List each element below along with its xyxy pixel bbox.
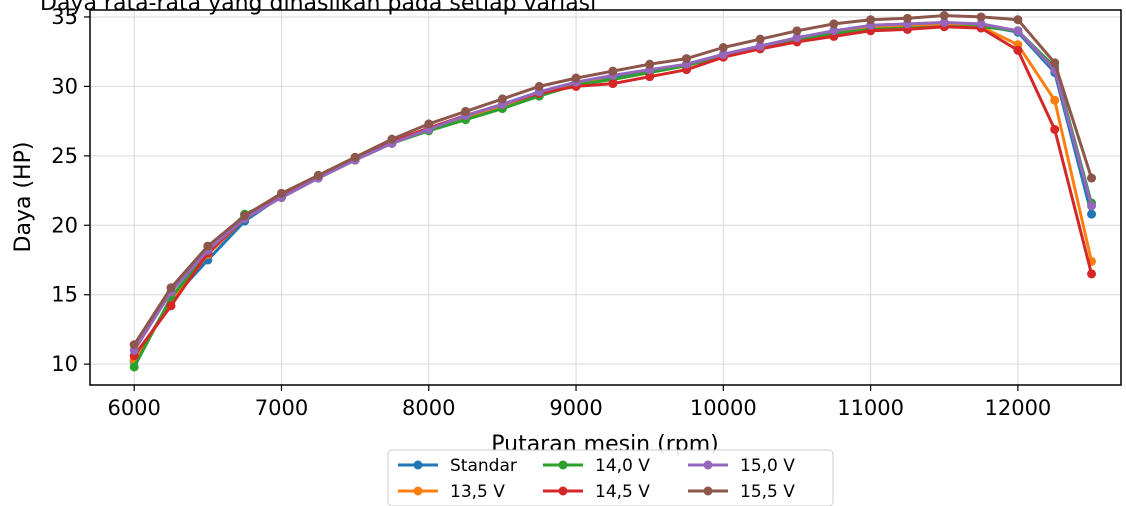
data-point [203,241,213,251]
y-tick-label: 10 [51,352,78,376]
data-point [792,33,802,43]
plot-frame [89,9,1122,386]
data-point [276,188,286,198]
legend-item: 13,5 V [398,482,505,502]
data-point [902,13,912,23]
legend-marker [558,460,568,470]
data-point [645,59,655,69]
data-point [608,66,618,76]
x-tick-label: 11000 [837,396,904,420]
data-point [755,34,765,44]
data-point [1087,201,1097,211]
legend-marker [703,486,713,496]
data-point [387,134,397,144]
x-tick-label: 8000 [402,396,455,420]
y-tick-label: 35 [51,5,78,29]
data-point [1087,173,1097,183]
chart-title: Daya rata-rata yang dihasilkan pada seti… [40,0,596,16]
legend: Standar 13,5 V 14,0 V 14,5 V 15,0 V 15,5 V [387,449,834,506]
data-point [939,11,949,21]
data-point [1013,45,1023,55]
data-point [1013,15,1023,25]
data-point [534,81,544,91]
data-point [976,12,986,22]
series-line [132,14,1093,346]
legend-item: 15,5 V [688,482,795,502]
data-point [571,73,581,83]
data-point [682,54,692,64]
legend-label: Standar [450,456,517,476]
legend-item: 14,0 V [543,456,650,476]
y-tick-label: 25 [51,144,78,168]
x-tick-label: 6000 [107,396,160,420]
data-point [1013,26,1023,36]
data-point [939,18,949,27]
y-axis-label: Daya (HP) [11,142,36,253]
data-point [1087,209,1097,219]
data-point [350,152,360,162]
data-point [1050,124,1060,134]
data-point [645,72,655,82]
data-point [718,43,728,52]
data-point [718,49,728,59]
axis-ticks: 6000 7000 8000 9000 10000 11000 12000 10 15 20 25 3… [51,5,1051,420]
x-tick-label: 10000 [690,396,757,420]
legend-marker [413,460,423,470]
data-point [129,362,139,372]
data-point [866,15,876,25]
data-point [166,301,176,311]
series-5 [129,11,1097,350]
data-point [1087,269,1097,279]
grid-lines [90,10,1121,385]
legend-marker [703,460,713,470]
data-point [497,94,507,104]
y-tick-label: 20 [51,213,78,237]
legend-item: 14,5 V [543,482,650,502]
data-point [1050,95,1060,105]
data-point [129,340,139,350]
data-point [166,283,176,293]
data-point [976,19,986,29]
legend-item: Standar [398,456,517,476]
data-point [608,79,618,89]
x-tick-label: 12000 [984,396,1051,420]
x-tick-label: 9000 [549,396,602,420]
legend-marker [558,486,568,496]
data-point [424,119,434,129]
legend-label: 15,5 V [740,482,795,502]
data-point [792,26,802,36]
data-point [755,41,765,51]
series-layer [129,11,1097,372]
legend-label: 14,5 V [595,482,650,502]
x-tick-label: 7000 [255,396,308,420]
legend-item: 15,0 V [688,456,795,476]
legend-label: 13,5 V [450,482,505,502]
legend-marker [413,486,423,496]
y-tick-label: 15 [51,283,78,307]
data-point [461,106,471,116]
data-point [829,19,839,29]
data-point [240,211,250,221]
data-point [1050,58,1060,68]
legend-label: 14,0 V [595,456,650,476]
legend-label: 15,0 V [740,456,795,476]
data-point [829,26,839,36]
y-tick-label: 30 [51,74,78,98]
data-point [313,170,323,180]
